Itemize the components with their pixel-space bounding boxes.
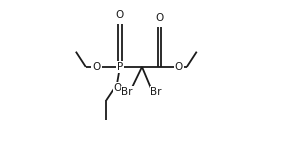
- Text: Br: Br: [150, 87, 162, 97]
- Text: O: O: [114, 83, 122, 93]
- Text: P: P: [117, 62, 123, 72]
- Text: O: O: [116, 10, 124, 20]
- Text: O: O: [175, 62, 183, 72]
- Text: O: O: [155, 13, 164, 23]
- Text: Br: Br: [121, 87, 133, 97]
- Text: O: O: [92, 62, 100, 72]
